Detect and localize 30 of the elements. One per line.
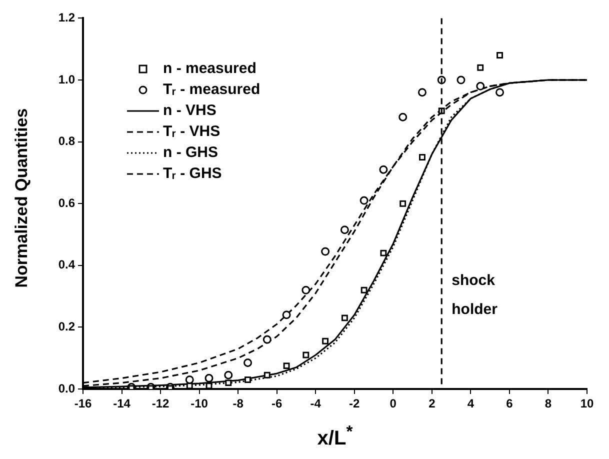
y-tick-label: 0.4 [58,258,76,272]
x-tick-label: -6 [272,396,283,411]
legend-label: n - GHS [163,143,218,163]
legend-label: n - measured [163,59,256,79]
y-axis-title: Normalized Quantities [12,108,32,288]
y-tick-label: 0.6 [58,196,76,210]
x-tick-label: -2 [349,396,360,411]
x-tick-label: 8 [544,396,552,411]
legend-label: Tᵣ - VHS [163,122,220,142]
y-tick-label: 0.8 [58,134,76,148]
legend-label: Tᵣ - GHS [163,164,222,184]
x-tick-label: -4 [310,396,322,411]
x-tick-label: -12 [152,396,170,411]
y-tick-label: 1.0 [58,72,76,86]
x-axis-title: x/L$^{*}$ [316,422,354,451]
legend-label: n - VHS [163,101,216,121]
y-tick-label: 0.0 [58,381,76,396]
x-tick-label: 10 [580,396,594,411]
legend-label: Tᵣ - measured [163,80,260,100]
x-tick-label: 6 [506,396,514,411]
y-tick-label: 0.2 [58,320,76,334]
x-tick-label: -10 [190,396,208,411]
x-tick-label: -16 [74,396,92,411]
y-tick-label: 1.2 [58,10,76,25]
x-tick-label: 2 [428,396,436,411]
x-tick-label: -8 [232,396,244,411]
x-tick-label: 0 [390,396,397,411]
ref-line-label: shock holder [452,272,498,318]
x-tick-label: -14 [113,396,131,411]
x-tick-label: 4 [467,396,474,411]
